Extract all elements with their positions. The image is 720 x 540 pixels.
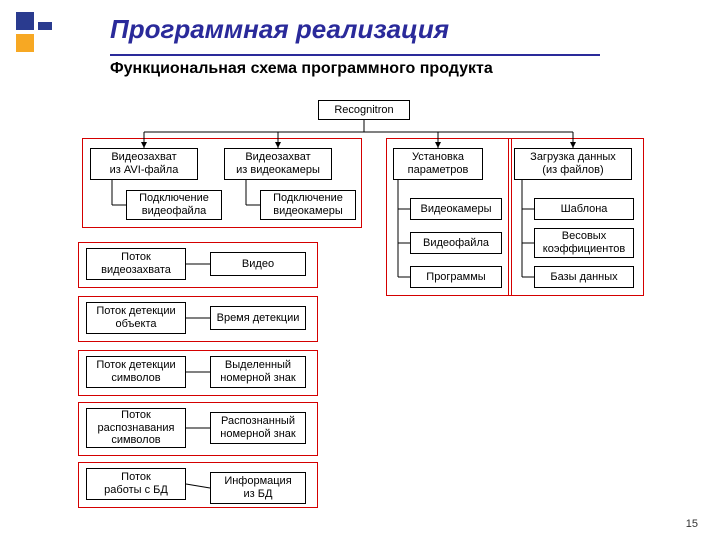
- sub-node-1: Подключениевидеокамеры: [260, 190, 356, 220]
- flow-node-2: Поток детекциисимволов: [86, 356, 186, 388]
- row1-node-0: Видеозахватиз AVI-файла: [90, 148, 198, 180]
- param-node-0: Видеокамеры: [410, 198, 502, 220]
- logo-shape: [16, 12, 34, 30]
- flow-node-1: Поток детекцииобъекта: [86, 302, 186, 334]
- page-number: 15: [686, 518, 698, 530]
- slide-logo: [16, 12, 56, 52]
- param-node-2: Программы: [410, 266, 502, 288]
- root-node: Recognitron: [318, 100, 410, 120]
- logo-shape: [16, 34, 34, 52]
- load-node-1: Весовыхкоэффициентов: [534, 228, 634, 258]
- load-node-2: Базы данных: [534, 266, 634, 288]
- sub-node-0: Подключениевидеофайла: [126, 190, 222, 220]
- title-underline: [110, 54, 600, 56]
- flow-node-4: Потокработы с БД: [86, 468, 186, 500]
- out-node-4: Информацияиз БД: [210, 472, 306, 504]
- out-node-0: Видео: [210, 252, 306, 276]
- row1-node-2: Установкапараметров: [393, 148, 483, 180]
- out-node-2: Выделенныйномерной знак: [210, 356, 306, 388]
- out-node-3: Распознанныйномерной знак: [210, 412, 306, 444]
- logo-shape: [38, 22, 52, 30]
- flow-node-3: Потокраспознаваниясимволов: [86, 408, 186, 448]
- page-title: Программная реализация: [110, 14, 449, 45]
- param-node-1: Видеофайла: [410, 232, 502, 254]
- load-node-0: Шаблона: [534, 198, 634, 220]
- row1-node-3: Загрузка данных(из файлов): [514, 148, 632, 180]
- flow-node-0: Потоквидеозахвата: [86, 248, 186, 280]
- page-subtitle: Функциональная схема программного продук…: [110, 60, 493, 78]
- row1-node-1: Видеозахватиз видеокамеры: [224, 148, 332, 180]
- out-node-1: Время детекции: [210, 306, 306, 330]
